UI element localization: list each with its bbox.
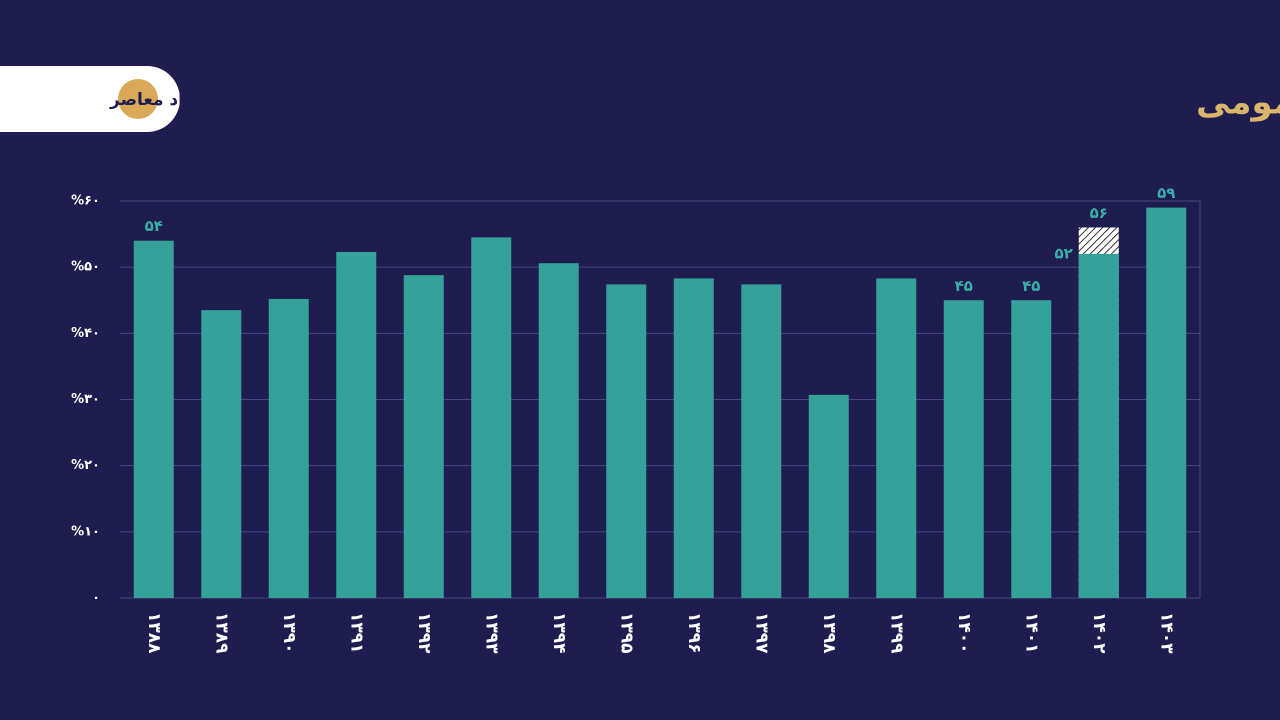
y-tick-label: ۰: [92, 591, 100, 606]
value-label: ۵۹: [1157, 184, 1175, 202]
bar: [1078, 253, 1119, 598]
bar: [1146, 207, 1187, 598]
bar: [538, 263, 579, 598]
value-label: ۵۶: [1090, 204, 1108, 222]
x-tick-label: ۱۳۹۶: [684, 612, 704, 654]
logo-text: اقتصاد معاصر: [109, 90, 225, 110]
y-tick-label: %۵۰: [71, 260, 100, 275]
bar: [133, 240, 174, 598]
y-tick-label: %۴۰: [71, 326, 100, 341]
x-tick-label: ۱۳۹۳: [481, 612, 501, 654]
bar: [201, 310, 242, 598]
bar: [741, 284, 782, 598]
logo-icon: [118, 79, 158, 119]
bar: [336, 251, 377, 598]
chart-title: سهم عملکرد درآمدهای پایدار از منابع بودج…: [1196, 81, 1280, 123]
y-tick-label: %۶۰: [71, 194, 100, 209]
x-tick-label: ۱۴۰۰: [954, 612, 974, 654]
x-tick-label: ۱۳۹۰: [279, 612, 299, 654]
value-label: ۵۴: [145, 217, 163, 235]
x-tick-label: ۱۳۸۸: [144, 612, 164, 654]
bar: [1011, 300, 1052, 598]
value-label: ۵۲: [1054, 244, 1072, 262]
x-tick-label: ۱۴۰۳: [1156, 612, 1176, 654]
bar: [876, 278, 917, 598]
y-tick-label: %۱۰: [71, 524, 100, 539]
x-tick-label: ۱۳۹۷: [751, 612, 771, 654]
value-label: ۴۵: [1022, 277, 1040, 295]
bar: [471, 237, 512, 598]
bar: [808, 394, 849, 598]
x-tick-label: ۱۳۹۲: [414, 612, 434, 654]
x-tick-label: ۱۳۹۴: [549, 612, 569, 654]
bar: [943, 300, 984, 598]
x-tick-label: ۱۳۹۱: [346, 612, 366, 654]
bar: [673, 278, 714, 598]
x-tick-label: ۱۴۰۲: [1089, 612, 1109, 654]
x-tick-label: ۱۳۹۹: [886, 612, 906, 654]
bar: [268, 298, 309, 598]
x-tick-label: ۱۳۸۹: [211, 612, 231, 654]
bar: [403, 275, 444, 598]
y-tick-label: %۲۰: [71, 458, 100, 473]
x-tick-label: ۱۳۹۵: [616, 612, 636, 654]
x-tick-label: ۱۳۹۸: [819, 612, 839, 654]
value-label: ۴۵: [955, 277, 973, 295]
bar: [606, 284, 647, 598]
x-tick-label: ۱۴۰۱: [1021, 612, 1041, 654]
y-tick-label: %۳۰: [71, 392, 100, 407]
